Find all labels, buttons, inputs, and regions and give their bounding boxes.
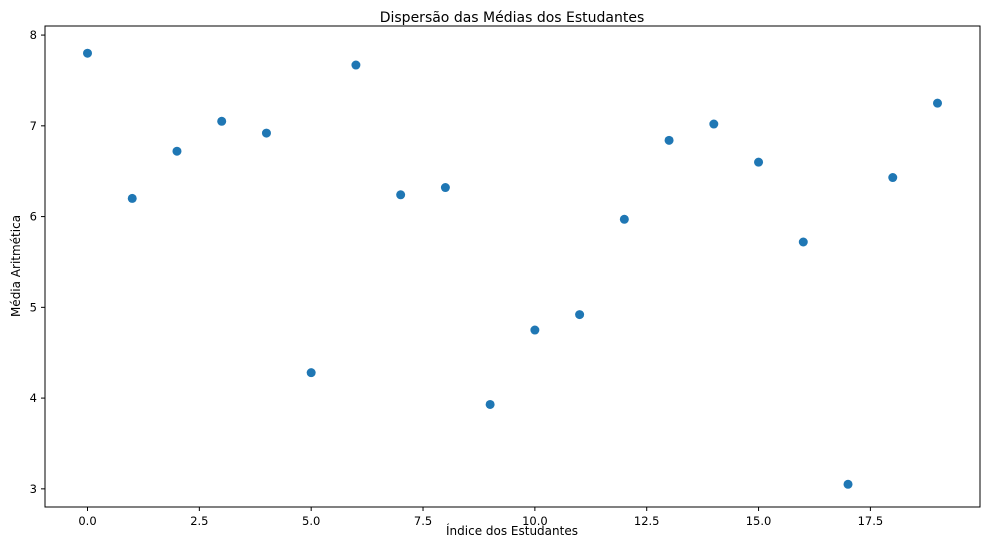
x-tick-label: 2.5	[190, 514, 208, 528]
data-point	[396, 190, 406, 200]
data-point	[306, 368, 316, 378]
x-axis-ticks: 0.0 2.5 5.0 7.5 10.0 12.5 15.0 17.5	[78, 507, 883, 528]
data-point	[664, 135, 674, 145]
x-tick-label: 7.5	[414, 514, 432, 528]
data-point	[530, 325, 540, 335]
data-point	[172, 146, 182, 156]
data-point	[83, 48, 92, 58]
x-tick-label: 10.0	[522, 514, 548, 528]
data-point	[217, 116, 227, 126]
data-point	[261, 128, 271, 138]
x-tick-label: 12.5	[634, 514, 660, 528]
data-point	[485, 399, 495, 409]
data-point	[798, 237, 808, 247]
y-tick-label: 6	[30, 210, 37, 224]
y-tick-label: 5	[30, 300, 37, 314]
y-tick-label: 8	[30, 28, 37, 42]
y-axis-label: Média Aritmética	[9, 215, 23, 317]
x-tick-label: 0.0	[78, 514, 96, 528]
data-point	[619, 214, 629, 224]
y-tick-label: 3	[30, 482, 37, 496]
x-tick-label: 17.5	[858, 514, 884, 528]
data-point	[351, 60, 361, 70]
x-axis-label: Índice dos Estudantes	[446, 523, 578, 538]
y-axis-ticks: 3 4 5 6 7 8	[30, 28, 45, 496]
chart-title: Dispersão das Médias dos Estudantes	[380, 10, 645, 26]
y-tick-label: 4	[30, 391, 37, 405]
data-point	[933, 98, 942, 108]
y-tick-label: 7	[30, 119, 37, 133]
x-tick-label: 5.0	[302, 514, 320, 528]
data-point	[575, 310, 585, 320]
x-tick-label: 15.0	[746, 514, 772, 528]
data-point	[754, 157, 764, 167]
data-point	[127, 193, 137, 203]
data-points	[83, 48, 942, 489]
data-point	[709, 119, 719, 129]
data-point	[843, 479, 853, 489]
plot-frame	[44, 25, 981, 508]
data-point	[888, 173, 898, 183]
data-point	[440, 183, 450, 193]
